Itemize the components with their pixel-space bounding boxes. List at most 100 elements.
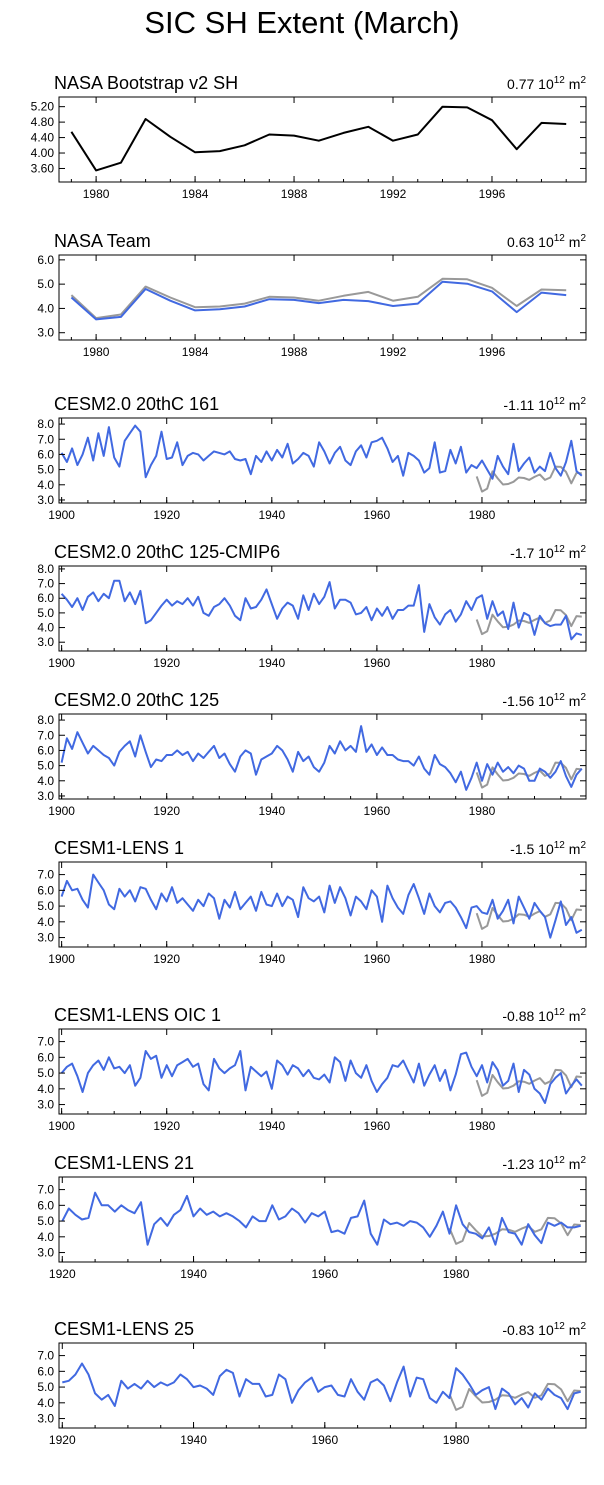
y-tick-label: 6.0	[37, 1364, 54, 1378]
x-tick-label: 1960	[364, 804, 391, 818]
figure-title: SIC SH Extent (March)	[144, 5, 460, 40]
plot-frame	[58, 1176, 587, 1263]
x-tick-label: 1940	[258, 656, 285, 670]
panel-trend-label: -1.56 1012 m2	[502, 692, 586, 709]
panel-trend-label: -1.23 1012 m2	[502, 1155, 586, 1172]
unit-symbol: m	[565, 234, 581, 250]
y-tick-label: 4.00	[31, 146, 55, 160]
y-tick-label: 7.0	[37, 728, 54, 742]
x-tick-label: 1920	[153, 952, 180, 966]
unit-symbol: m	[565, 76, 581, 92]
y-tick-label: 5.0	[37, 899, 54, 913]
y-tick-label: 3.0	[37, 1412, 54, 1426]
x-tick-label: 1960	[311, 1267, 338, 1281]
plot-frame	[58, 1342, 587, 1429]
model-series-line	[60, 1050, 583, 1104]
unit-symbol: m	[565, 545, 581, 561]
x-tick-label: 1980	[469, 1119, 496, 1133]
x-tick-label: 1980	[469, 656, 496, 670]
y-tick-label: 4.0	[37, 1396, 54, 1410]
panel-7: CESM1-LENS OIC 1 -0.88 1012 m2 1900 1920 194…	[37, 1005, 587, 1133]
x-tick-label: 1996	[479, 187, 506, 201]
trend-value: -0.83	[502, 1322, 538, 1338]
unit-exponent: 12	[554, 1321, 566, 1332]
unit-superscript: 2	[580, 1321, 586, 1332]
trend-value: -1.23	[502, 1156, 538, 1172]
panel-5: CESM2.0 20thC 125 -1.56 1012 m2 1900 1920 19…	[37, 690, 587, 818]
panel-trend-label: -1.11 1012 m2	[503, 396, 586, 413]
x-tick-label: 1920	[153, 656, 180, 670]
trend-value: -0.88	[502, 1008, 538, 1024]
panel-1: NASA Bootstrap v2 SH 0.77 1012 m2 1980 1984…	[31, 73, 587, 201]
y-tick-label: 6.0	[37, 591, 54, 605]
model-series-line	[60, 873, 583, 939]
model-series-line	[62, 1362, 581, 1411]
x-tick-label: 1900	[48, 1119, 75, 1133]
y-tick-label: 3.0	[37, 1246, 54, 1260]
x-tick-label: 1988	[281, 187, 308, 201]
model-series-line	[60, 579, 583, 641]
unit-superscript: 2	[580, 692, 586, 703]
y-tick-label: 6.0	[37, 447, 54, 461]
y-tick-label: 4.0	[37, 915, 54, 929]
x-tick-label: 1996	[479, 345, 506, 359]
x-tick-label: 1988	[281, 345, 308, 359]
y-tick-label: 5.0	[37, 759, 54, 773]
y-tick-label: 4.0	[37, 1082, 54, 1096]
observed-series-line	[475, 609, 582, 636]
x-tick-label: 1980	[83, 345, 110, 359]
y-tick-label: 3.0	[37, 493, 54, 507]
x-tick-label: 1900	[48, 804, 75, 818]
plot-frame	[58, 861, 587, 948]
observed-series-line	[448, 1382, 581, 1411]
plot-frame	[58, 417, 587, 504]
x-tick-label: 1920	[153, 508, 180, 522]
unit-symbol: m	[565, 1322, 581, 1338]
observed-series-line	[448, 1216, 581, 1245]
x-tick-label: 1984	[182, 345, 209, 359]
x-tick-label: 1920	[153, 1119, 180, 1133]
model-series-line	[60, 725, 583, 791]
panel-3: CESM2.0 20thC 161 -1.11 1012 m2 1900 1920 19…	[37, 394, 587, 522]
x-tick-label: 1980	[443, 1433, 470, 1447]
observed-series-line	[70, 277, 567, 320]
y-tick-label: 4.0	[37, 621, 54, 635]
unit-exponent: 12	[554, 840, 566, 851]
unit-base: 10	[538, 693, 554, 709]
y-tick-label: 7.0	[37, 577, 54, 591]
y-tick-label: 4.0	[37, 301, 54, 315]
panel-title: CESM1-LENS 25	[54, 1319, 194, 1339]
y-tick-label: 5.0	[37, 1214, 54, 1228]
x-tick-label: 1980	[469, 804, 496, 818]
x-tick-label: 1992	[380, 345, 407, 359]
y-tick-label: 3.60	[31, 161, 55, 175]
panel-title: NASA Team	[54, 231, 151, 251]
panel-6: CESM1-LENS 1 -1.5 1012 m2 1900 1920 1940 1960…	[37, 838, 587, 966]
unit-exponent: 12	[554, 233, 566, 244]
y-tick-label: 8.0	[37, 562, 54, 576]
x-tick-label: 1980	[469, 508, 496, 522]
panel-title: CESM1-LENS 21	[54, 1153, 194, 1173]
unit-base: 10	[538, 841, 554, 857]
unit-base: 10	[538, 545, 554, 561]
unit-superscript: 2	[580, 1007, 586, 1018]
x-tick-label: 1940	[180, 1267, 207, 1281]
unit-superscript: 2	[580, 396, 586, 407]
panel-8: CESM1-LENS 21 -1.23 1012 m2 1920 1940 1960 19…	[37, 1153, 587, 1281]
unit-base: 10	[538, 1322, 554, 1338]
unit-base: 10	[538, 234, 554, 250]
unit-symbol: m	[565, 1156, 581, 1172]
y-tick-label: 5.0	[37, 463, 54, 477]
panel-trend-label: 0.63 1012 m2	[507, 233, 586, 250]
plot-frame	[58, 96, 587, 183]
trend-value: -1.5	[510, 841, 538, 857]
plot-frame	[58, 254, 587, 341]
x-tick-label: 1920	[153, 804, 180, 818]
panel-title: CESM1-LENS OIC 1	[54, 1005, 221, 1025]
trend-value: -1.7	[510, 545, 538, 561]
panel-title: CESM2.0 20thC 161	[54, 394, 219, 414]
trend-value: -1.56	[502, 693, 538, 709]
y-tick-label: 4.0	[37, 478, 54, 492]
